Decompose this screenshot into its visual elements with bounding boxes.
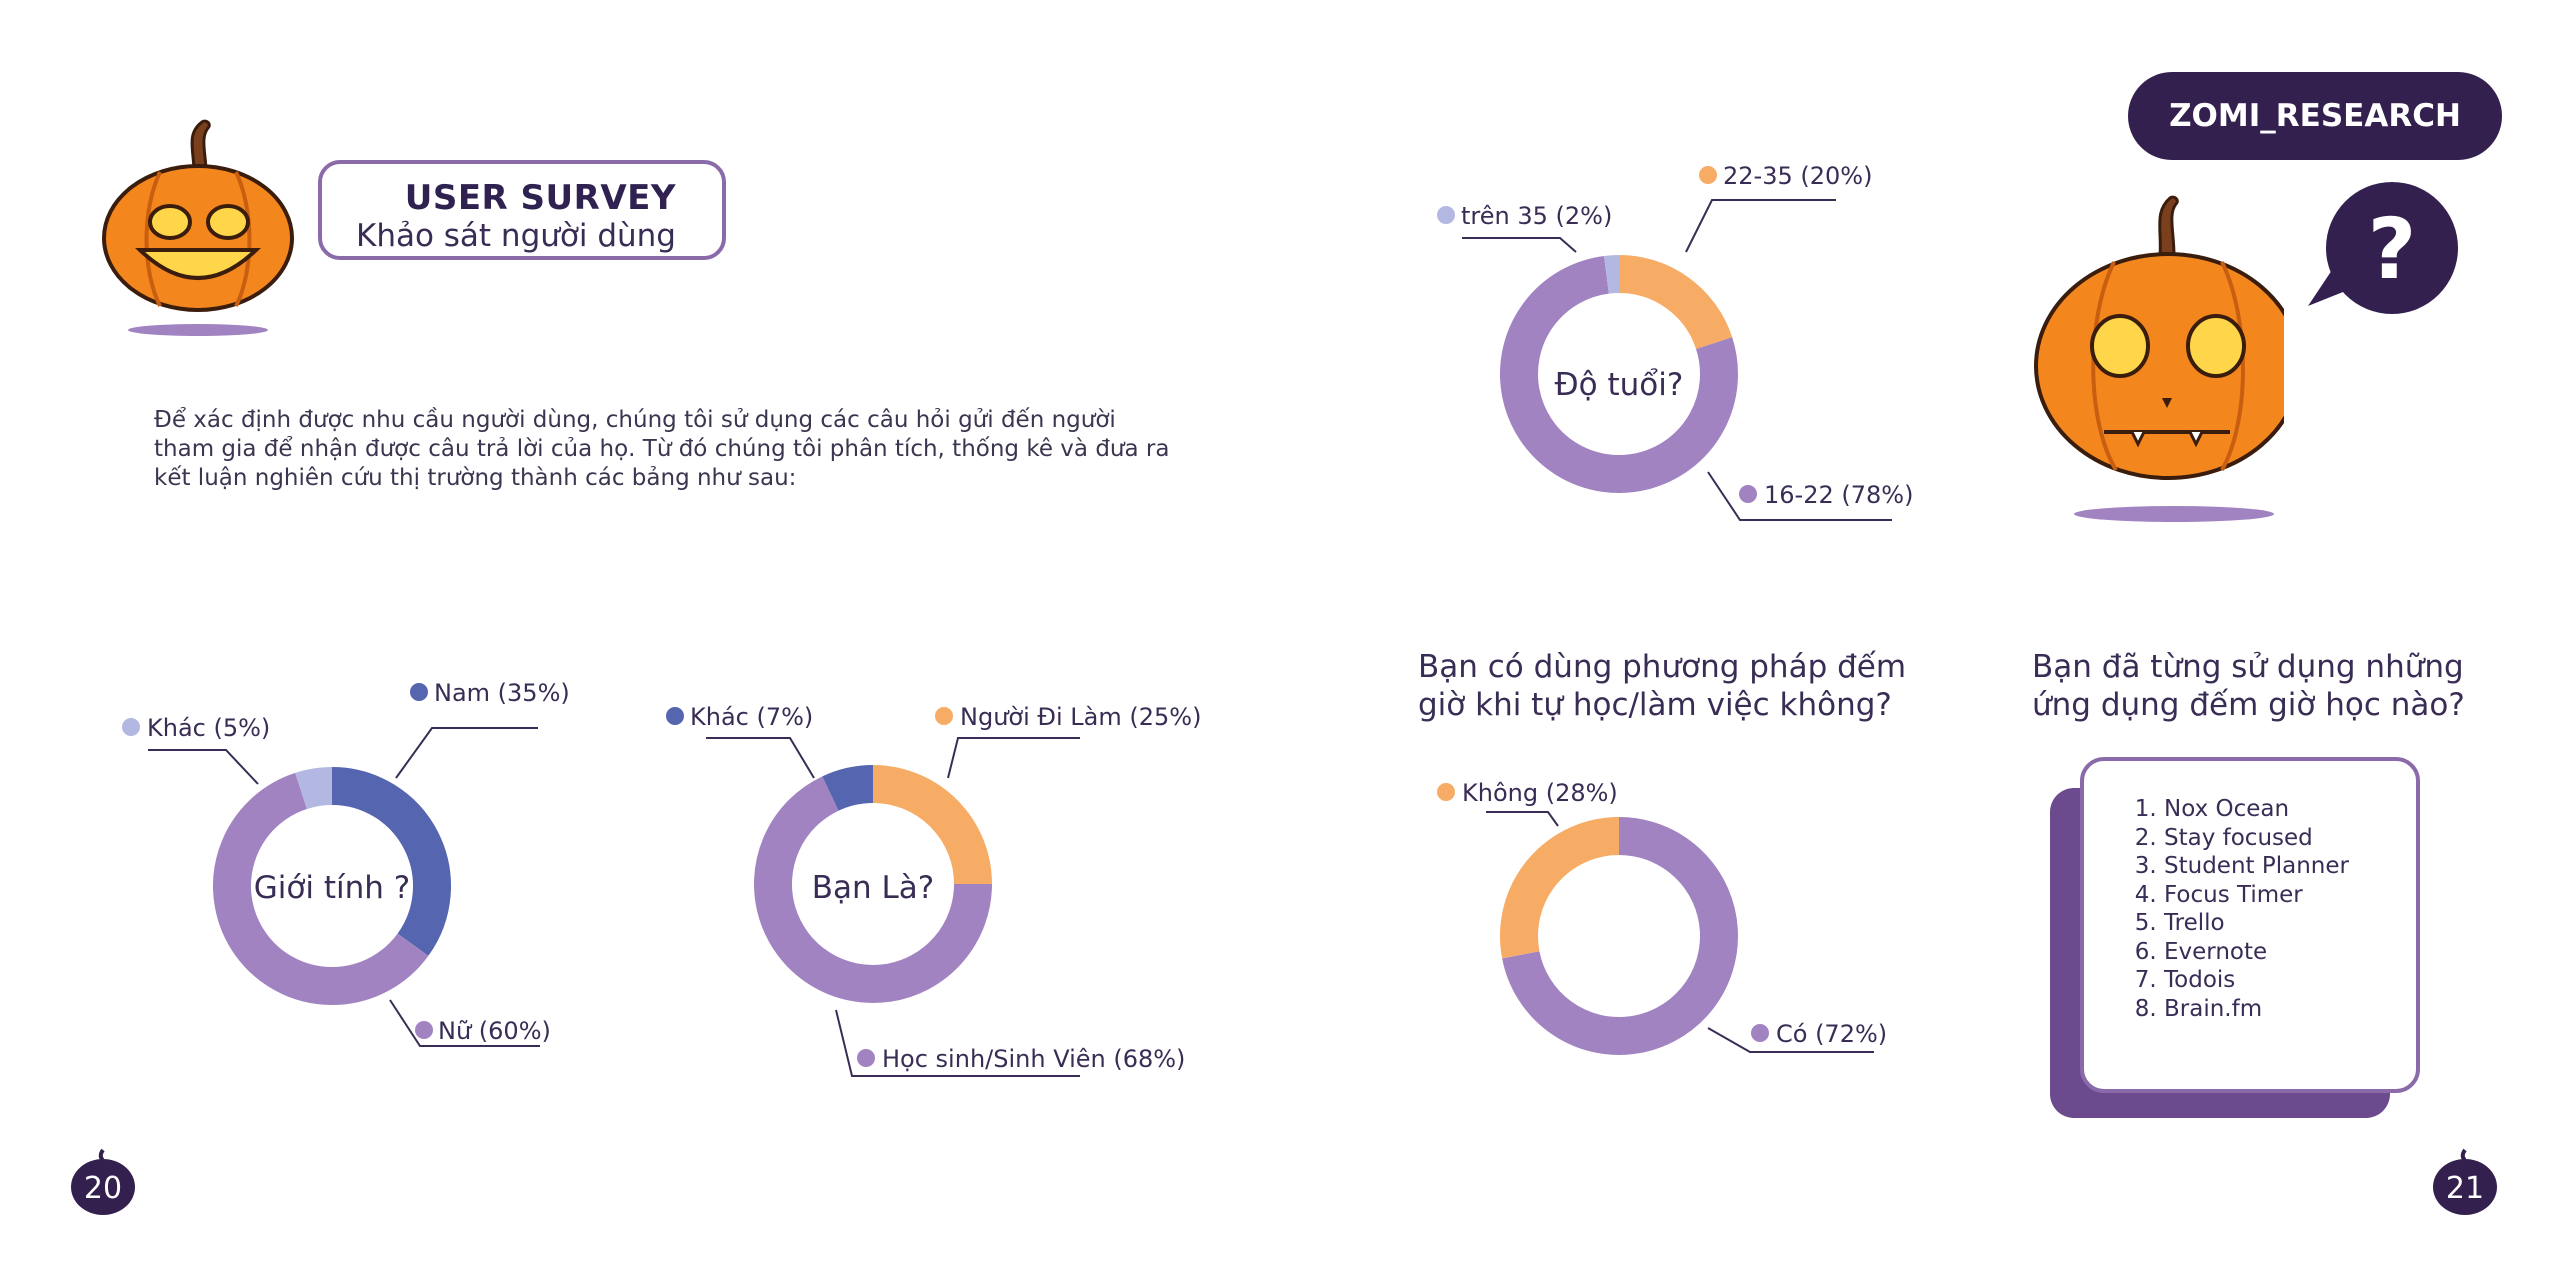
age-label-16-22: 16-22 (78%) xyxy=(1707,471,1913,521)
page-number-left: 20 xyxy=(84,1171,122,1206)
gender-label-nu: Nữ (60%) xyxy=(389,999,551,1047)
gender-label-khac-text: Khác (5%) xyxy=(147,714,270,742)
timer-usage-donut-chart: Không (28%) Có (72%) xyxy=(1437,779,1887,1055)
donut-slice-0-1 xyxy=(213,772,429,1005)
gender-chart-title: Giới tính ? xyxy=(254,870,410,906)
occupation-label-hoc-sinh: Học sinh/Sinh Viên (68%) xyxy=(835,1009,1185,1077)
donut-slice-1-2 xyxy=(822,765,874,811)
timer-label-co: Có (72%) xyxy=(1707,1020,1887,1053)
survey-subtitle: Khảo sát người dùng xyxy=(355,218,676,254)
donut-slice-2-1 xyxy=(1500,255,1738,493)
app-item: Focus Timer xyxy=(2164,881,2416,910)
age-donut-chart: Độ tuổi? 22-35 (20%) trên 35 (2%) 16-22 … xyxy=(1437,162,1913,521)
occupation-label-nguoi-di-lam: Người Đi Làm (25%) xyxy=(935,703,1200,779)
donut-slice-2-2 xyxy=(1604,255,1620,294)
pumpkin-shadow xyxy=(128,324,268,336)
donut-slice-3-0 xyxy=(1502,817,1738,1055)
gender-slices xyxy=(213,767,451,1005)
question-apps-used: Bạn đã từng sử dụng những ứng dụng đếm g… xyxy=(2032,649,2465,723)
donut-slice-0-0 xyxy=(331,767,451,956)
timer-label-co-text: Có (72%) xyxy=(1776,1020,1887,1048)
occupation-slices xyxy=(754,765,992,1003)
survey-title-box: USER SURVEY Khảo sát người dùng xyxy=(318,160,726,260)
gender-label-nam-text: Nam (35%) xyxy=(434,679,570,707)
pumpkin-illustration-right xyxy=(2034,195,2284,522)
app-item: Stay focused xyxy=(2164,824,2416,853)
age-label-22-35: 22-35 (20%) xyxy=(1685,162,1872,253)
app-item: Brain.fm xyxy=(2164,995,2416,1024)
donut-slice-3-1 xyxy=(1500,817,1620,959)
age-label-tren-35: trên 35 (2%) xyxy=(1437,202,1612,253)
occupation-label-hoc-sinh-text: Học sinh/Sinh Viên (68%) xyxy=(882,1045,1185,1073)
app-item: Trello xyxy=(2164,909,2416,938)
brand-badge: ZOMI_RESEARCH xyxy=(2128,72,2502,160)
occupation-chart-title: Bạn Là? xyxy=(812,870,935,906)
gender-label-nam: Nam (35%) xyxy=(395,679,570,779)
question-mark-icon: ? xyxy=(2368,200,2417,298)
page-number-right-badge: 21 xyxy=(2433,1148,2497,1215)
donut-slice-2-0 xyxy=(1618,255,1733,350)
occupation-donut-chart: Bạn Là? Người Đi Làm (25%) Khác (7%) Học… xyxy=(666,703,1200,1077)
age-label-16-22-text: 16-22 (78%) xyxy=(1764,481,1913,509)
timer-usage-slices xyxy=(1500,817,1738,1055)
speech-bubble: ? xyxy=(2308,182,2458,314)
age-label-tren-35-text: trên 35 (2%) xyxy=(1461,202,1612,230)
gender-label-nu-text: Nữ (60%) xyxy=(438,1017,551,1045)
donut-slice-1-1 xyxy=(754,776,992,1003)
donut-slice-0-2 xyxy=(295,767,333,810)
gender-donut-chart: Giới tính ? Nam (35%) Khác (5%) Nữ (60%) xyxy=(122,679,570,1047)
apps-card: Nox Ocean Stay focused Student Planner F… xyxy=(2080,757,2420,1093)
app-item: Evernote xyxy=(2164,938,2416,967)
occupation-label-khac-text: Khác (7%) xyxy=(690,703,813,731)
apps-list: Nox Ocean Stay focused Student Planner F… xyxy=(2084,761,2416,1023)
age-label-22-35-text: 22-35 (20%) xyxy=(1723,162,1872,190)
gender-label-khac: Khác (5%) xyxy=(122,714,270,785)
donut-slice-1-0 xyxy=(872,765,992,885)
pumpkin-right-shadow xyxy=(2074,506,2274,522)
occupation-label-khac: Khác (7%) xyxy=(666,703,815,779)
page-number-left-badge: 20 xyxy=(71,1148,135,1215)
timer-label-khong-text: Không (28%) xyxy=(1462,779,1618,807)
page-number-right: 21 xyxy=(2446,1171,2484,1206)
occupation-label-nguoi-di-lam-text: Người Đi Làm (25%) xyxy=(960,703,1200,731)
age-chart-title: Độ tuổi? xyxy=(1555,367,1684,403)
age-slices xyxy=(1500,255,1738,493)
timer-label-khong: Không (28%) xyxy=(1437,779,1618,827)
app-item: Student Planner xyxy=(2164,852,2416,881)
intro-paragraph: Để xác định được nhu cầu người dùng, chú… xyxy=(154,407,1170,491)
pumpkin-illustration-left xyxy=(102,119,294,336)
app-item: Nox Ocean xyxy=(2164,795,2416,824)
app-item: Todois xyxy=(2164,966,2416,995)
survey-title: USER SURVEY xyxy=(404,178,676,218)
question-timer-method: Bạn có dùng phương pháp đếm giờ khi tự h… xyxy=(1418,649,1907,723)
